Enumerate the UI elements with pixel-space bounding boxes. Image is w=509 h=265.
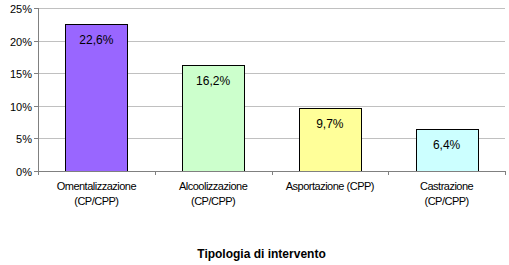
y-tick-label: 5%: [16, 133, 32, 145]
x-tick-label-line: Omentalizzazione: [57, 180, 137, 192]
y-tick-label: 20%: [10, 36, 32, 48]
y-tick-label: 10%: [10, 101, 32, 113]
y-tick-label: 15%: [10, 68, 32, 80]
x-tick-label-line: (CP/CPP): [74, 195, 118, 207]
y-tick: [34, 106, 38, 107]
x-tick-label-line: Alcoolizzazione: [179, 180, 248, 192]
data-label: 6,4%: [433, 138, 461, 152]
x-tick-label-line: (CP/CPP): [424, 195, 468, 207]
grid-line: [38, 8, 505, 9]
bar: [66, 25, 128, 172]
x-tick-label: Castrazione (CP/CPP): [420, 180, 474, 207]
x-tick-label-line: Asportazione (CPP): [286, 180, 374, 192]
bar: [300, 109, 362, 172]
grid-line: [38, 171, 505, 172]
labels: 22,6% 16,2% 9,7% 6,4%: [79, 33, 460, 153]
y-tick: [34, 171, 38, 172]
y-tick: [34, 138, 38, 139]
x-tick-label: Asportazione (CPP): [286, 180, 374, 192]
data-label: 9,7%: [316, 117, 344, 131]
bar: [417, 130, 479, 172]
y-tick: [34, 8, 38, 9]
x-tick-label-line: (CP/CPP): [191, 195, 235, 207]
y-tick-label: 25%: [10, 3, 32, 15]
x-axis: [38, 171, 505, 172]
y-tick: [34, 41, 38, 42]
y-axis: [38, 8, 39, 171]
x-tick-label: Alcoolizzazione (CP/CPP): [179, 180, 248, 207]
y-tick-label: 0%: [16, 166, 32, 178]
x-tick-label-line: Castrazione: [420, 180, 474, 192]
chart: 0% 5% 10% 15% 20% 25% 22,6% 16,2% 9,7% 6,4% Omenta…: [0, 0, 509, 265]
data-label: 22,6%: [79, 33, 113, 47]
x-axis-title: Tipologia di intervento: [197, 247, 325, 261]
grid: [38, 9, 505, 172]
data-label: 16,2%: [196, 74, 230, 88]
y-tick: [34, 73, 38, 74]
bar: [183, 66, 245, 172]
bars: [66, 25, 479, 172]
x-tick-label: Omentalizzazione (CP/CPP): [57, 180, 137, 207]
x-tick: [505, 171, 506, 175]
